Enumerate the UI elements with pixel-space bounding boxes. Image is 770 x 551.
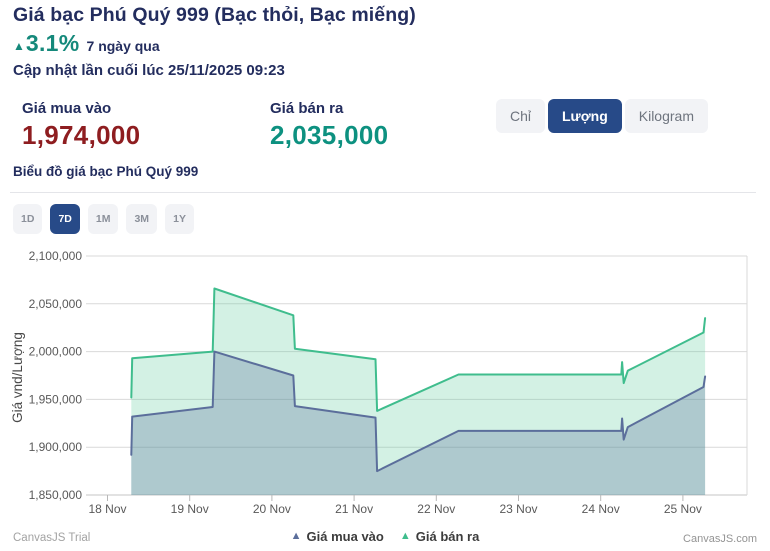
- chart-section-title: Biểu đồ giá bạc Phú Quý 999: [13, 164, 199, 179]
- y-tick-label: 1,900,000: [29, 440, 83, 454]
- buy-price-label: Giá mua vào: [22, 100, 112, 117]
- range-button-1y[interactable]: 1Y: [165, 204, 195, 234]
- page-title: Giá bạc Phú Quý 999 (Bạc thỏi, Bạc miếng…: [13, 4, 416, 26]
- range-button-1m[interactable]: 1M: [87, 204, 119, 234]
- unit-button-chỉ[interactable]: Chỉ: [495, 99, 545, 133]
- canvasjs-credit-link[interactable]: CanvasJS.com: [683, 533, 757, 545]
- sell-price-block: Giá bán ra 2,035,000: [270, 100, 388, 151]
- x-tick-label: 18 Nov: [88, 502, 126, 516]
- x-tick-label: 23 Nov: [499, 502, 537, 516]
- range-button-1d[interactable]: 1D: [13, 204, 43, 234]
- legend-label: Giá mua vào: [306, 529, 384, 544]
- x-tick-label: 25 Nov: [664, 502, 702, 516]
- last-updated: Cập nhật lần cuối lúc 25/11/2025 09:23: [13, 62, 285, 79]
- up-arrow-icon: ▲: [13, 39, 25, 53]
- area-fill-buy: [131, 351, 706, 495]
- price-line-sell: [130, 287, 707, 412]
- unit-button-lượng[interactable]: Lượng: [548, 99, 622, 133]
- change-percent: 3.1%: [25, 30, 80, 56]
- triangle-marker-icon: ▲: [290, 530, 302, 542]
- time-range-selector: 1D 7D 1M 3M 1Y: [13, 204, 195, 234]
- unit-button-kilogram[interactable]: Kilogram: [624, 99, 708, 133]
- y-tick-label: 2,050,000: [29, 297, 83, 311]
- canvasjs-trial-watermark: CanvasJS Trial: [13, 532, 91, 544]
- unit-toggle: Chỉ Lượng Kilogram: [495, 99, 708, 133]
- x-tick-label: 19 Nov: [171, 502, 209, 516]
- y-tick-label: 1,950,000: [29, 392, 83, 406]
- x-tick-label: 24 Nov: [582, 502, 620, 516]
- legend-item[interactable]: ▲ Giá bán ra: [400, 529, 479, 544]
- price-line-buy: [130, 350, 707, 473]
- legend-label: Giá bán ra: [415, 529, 480, 544]
- price-chart[interactable]: 1,850,000 1,900,000 1,950,000 2,000,000 2,05…: [0, 245, 770, 551]
- area-fill-sell: [131, 288, 706, 495]
- x-tick-label: 22 Nov: [417, 502, 455, 516]
- range-button-3m[interactable]: 3M: [126, 204, 158, 234]
- x-tick-label: 21 Nov: [335, 502, 373, 516]
- sell-price-value: 2,035,000: [270, 120, 389, 150]
- price-chart-container: 1,850,000 1,900,000 1,950,000 2,000,000 2,05…: [0, 245, 770, 551]
- y-tick-label: 2,000,000: [29, 345, 83, 359]
- y-tick-label: 2,100,000: [29, 249, 83, 263]
- buy-price-value: 1,974,000: [22, 120, 141, 150]
- divider: [10, 192, 756, 193]
- y-tick-label: 1,850,000: [29, 488, 83, 502]
- legend-item[interactable]: ▲ Giá mua vào: [291, 529, 384, 544]
- sell-price-label: Giá bán ra: [270, 100, 344, 117]
- price-change-row: ▲ 3.1% 7 ngày qua: [13, 30, 160, 57]
- change-period: 7 ngày qua: [86, 38, 160, 54]
- range-button-7d[interactable]: 7D: [50, 204, 80, 234]
- x-tick-label: 20 Nov: [253, 502, 291, 516]
- buy-price-block: Giá mua vào 1,974,000: [22, 100, 140, 151]
- chart-legend: ▲ Giá mua vào ▲ Giá bán ra: [0, 529, 770, 544]
- y-axis-title: Giá vnd/Lượng: [10, 332, 25, 423]
- triangle-marker-icon: ▲: [399, 530, 411, 542]
